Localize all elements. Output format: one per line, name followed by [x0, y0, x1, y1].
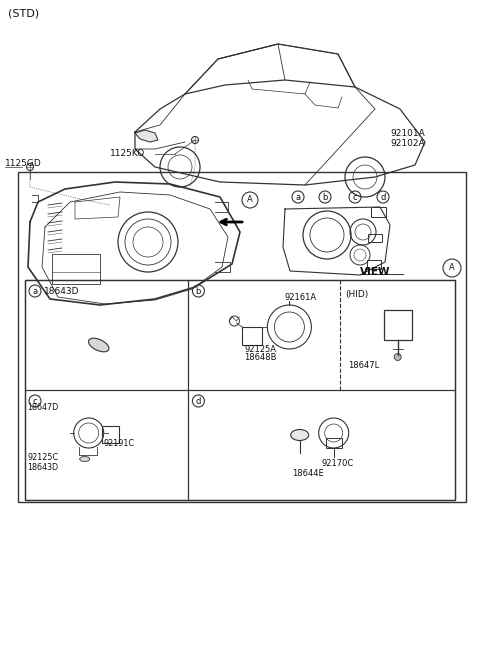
Bar: [371, 207, 386, 217]
Text: 18644E: 18644E: [292, 468, 324, 478]
Bar: [52, 254, 100, 284]
Text: 18647L: 18647L: [348, 361, 380, 369]
Text: 18648B: 18648B: [244, 353, 277, 363]
Text: d: d: [196, 397, 201, 405]
Ellipse shape: [80, 457, 90, 461]
Text: 92170C: 92170C: [322, 459, 354, 468]
Bar: [25, 280, 188, 390]
Text: VIEW: VIEW: [360, 267, 391, 277]
Circle shape: [26, 164, 34, 171]
Text: A: A: [247, 196, 253, 204]
Ellipse shape: [88, 338, 109, 351]
Bar: [25, 390, 188, 500]
Text: 92161A: 92161A: [284, 292, 316, 302]
Text: d: d: [380, 193, 386, 202]
Bar: [242, 327, 263, 345]
Text: (HID): (HID): [346, 290, 369, 298]
Circle shape: [394, 353, 401, 361]
Text: 92191C: 92191C: [104, 440, 135, 449]
Text: (STD): (STD): [8, 9, 39, 19]
Bar: [368, 234, 382, 242]
Bar: [188, 280, 455, 390]
Bar: [384, 310, 412, 340]
Text: 92102A: 92102A: [390, 139, 425, 148]
Text: 18643D: 18643D: [27, 463, 58, 472]
Text: 92125C: 92125C: [27, 453, 58, 463]
Bar: [326, 438, 342, 448]
Text: 18643D: 18643D: [44, 286, 80, 296]
Text: a: a: [295, 193, 300, 202]
Text: b: b: [322, 193, 328, 202]
Bar: [367, 260, 381, 269]
Text: c: c: [353, 193, 357, 202]
Bar: [188, 390, 455, 500]
Text: 18647D: 18647D: [27, 403, 58, 413]
Text: 1125GD: 1125GD: [5, 158, 42, 168]
Text: 1125KO: 1125KO: [110, 150, 145, 158]
Polygon shape: [135, 130, 158, 142]
Text: 92101A: 92101A: [390, 129, 425, 139]
Bar: [102, 426, 119, 443]
Bar: [25, 280, 455, 500]
Bar: [18, 172, 466, 502]
Text: 92125A: 92125A: [244, 346, 276, 355]
Ellipse shape: [291, 430, 309, 440]
Text: c: c: [33, 397, 37, 405]
Text: a: a: [33, 286, 37, 296]
Circle shape: [192, 137, 199, 143]
Text: A: A: [449, 263, 455, 273]
Text: b: b: [196, 286, 201, 296]
